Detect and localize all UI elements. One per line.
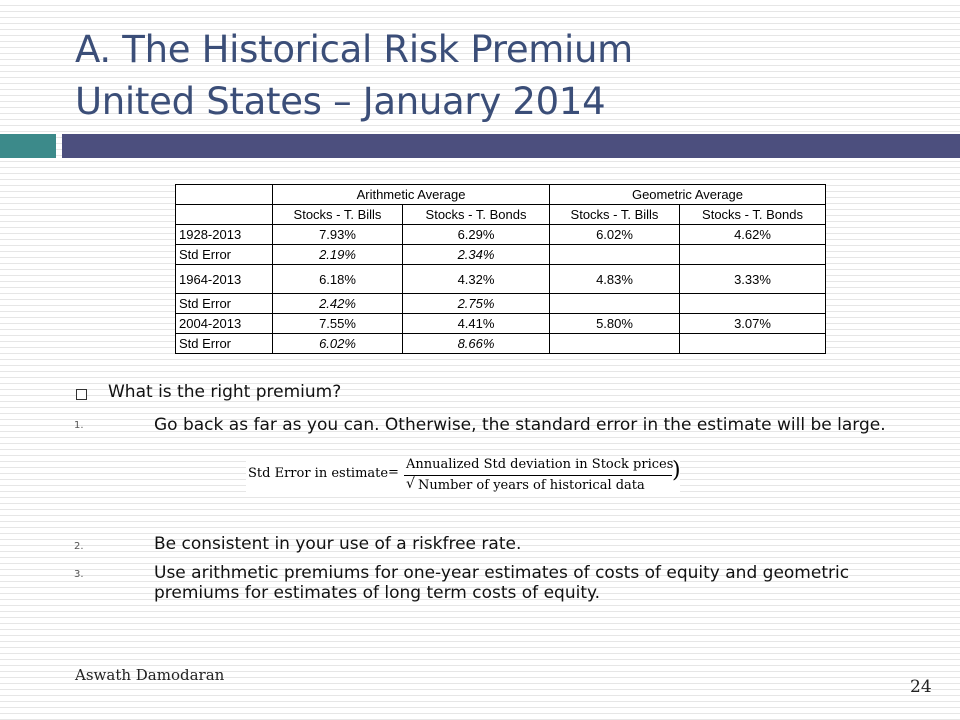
table-group-header-row: Arithmetic Average Geometric Average xyxy=(175,184,826,205)
column-header: Stocks - T. Bonds xyxy=(679,204,826,225)
list-number: 1. xyxy=(74,420,84,431)
square-root-icon: √ xyxy=(406,476,415,492)
table-cell: 7.55% xyxy=(272,313,403,334)
table-cell: 8.66% xyxy=(402,333,550,354)
table-row: 1928-2013 7.93% 6.29% 6.02% 4.62% xyxy=(175,224,826,245)
author-name: Aswath Damodaran xyxy=(75,666,225,684)
table-cell xyxy=(679,293,826,314)
list-item-text: Go back as far as you can. Otherwise, th… xyxy=(154,415,886,435)
table-cell: 5.80% xyxy=(549,313,680,334)
table-corner-cell xyxy=(175,184,273,205)
table-cell xyxy=(549,244,680,265)
table-cell: 6.02% xyxy=(549,224,680,245)
title-line-2: United States – January 2014 xyxy=(75,80,606,123)
formula-equals: = xyxy=(388,465,399,480)
row-label: 1964-2013 xyxy=(175,264,273,294)
risk-premium-table: Arithmetic Average Geometric Average Sto… xyxy=(175,184,826,354)
table-cell xyxy=(549,333,680,354)
slide-title: A. The Historical Risk Premium United St… xyxy=(75,24,935,128)
table-corner-cell xyxy=(175,204,273,225)
list-number: 2. xyxy=(74,541,84,552)
table-cell xyxy=(549,293,680,314)
column-header: Stocks - T. Bills xyxy=(549,204,680,225)
table-cell: 4.62% xyxy=(679,224,826,245)
question-text: What is the right premium? xyxy=(108,382,342,402)
accent-bar-left xyxy=(0,134,56,158)
table-sub-header-row: Stocks - T. Bills Stocks - T. Bonds Stoc… xyxy=(175,204,826,225)
list-item-text: Be consistent in your use of a riskfree … xyxy=(154,534,522,554)
row-label: 1928-2013 xyxy=(175,224,273,245)
column-header: Stocks - T. Bonds xyxy=(402,204,550,225)
page-number: 24 xyxy=(910,677,932,697)
table-cell xyxy=(679,244,826,265)
table-cell: 6.02% xyxy=(272,333,403,354)
formula-lhs: Std Error in estimate xyxy=(248,466,389,481)
column-header: Stocks - T. Bills xyxy=(272,204,403,225)
table-cell: 2.75% xyxy=(402,293,550,314)
square-bullet-icon xyxy=(76,389,87,400)
table-cell: 6.29% xyxy=(402,224,550,245)
std-error-formula: Std Error in estimate = Annualized Std d… xyxy=(246,456,681,494)
formula-paren: ) xyxy=(672,458,681,483)
table-cell: 4.41% xyxy=(402,313,550,334)
row-label: Std Error xyxy=(175,293,273,314)
table-row: Std Error 2.42% 2.75% xyxy=(175,293,826,314)
title-line-1: A. The Historical Risk Premium xyxy=(75,28,633,71)
accent-bar-right xyxy=(62,134,960,158)
row-label: Std Error xyxy=(175,333,273,354)
table-cell: 3.07% xyxy=(679,313,826,334)
table-cell: 7.93% xyxy=(272,224,403,245)
table-cell xyxy=(679,333,826,354)
table-cell: 6.18% xyxy=(272,264,403,294)
table-row: Std Error 6.02% 8.66% xyxy=(175,333,826,354)
row-label: 2004-2013 xyxy=(175,313,273,334)
table-row: Std Error 2.19% 2.34% xyxy=(175,244,826,265)
table-cell: 2.34% xyxy=(402,244,550,265)
table-cell: 4.83% xyxy=(549,264,680,294)
table-cell: 2.42% xyxy=(272,293,403,314)
formula-numerator: Annualized Std deviation in Stock prices xyxy=(406,457,674,472)
list-number: 3. xyxy=(74,569,84,580)
arithmetic-average-header: Arithmetic Average xyxy=(272,184,550,205)
table-cell: 3.33% xyxy=(679,264,826,294)
table-row: 2004-2013 7.55% 4.41% 5.80% 3.07% xyxy=(175,313,826,334)
list-item-text: Use arithmetic premiums for one-year est… xyxy=(154,563,850,603)
fraction-line xyxy=(404,475,672,476)
row-label: Std Error xyxy=(175,244,273,265)
formula-denominator: Number of years of historical data xyxy=(418,478,645,493)
geometric-average-header: Geometric Average xyxy=(549,184,826,205)
table-row: 1964-2013 6.18% 4.32% 4.83% 3.33% xyxy=(175,264,826,294)
table-cell: 2.19% xyxy=(272,244,403,265)
table-cell: 4.32% xyxy=(402,264,550,294)
